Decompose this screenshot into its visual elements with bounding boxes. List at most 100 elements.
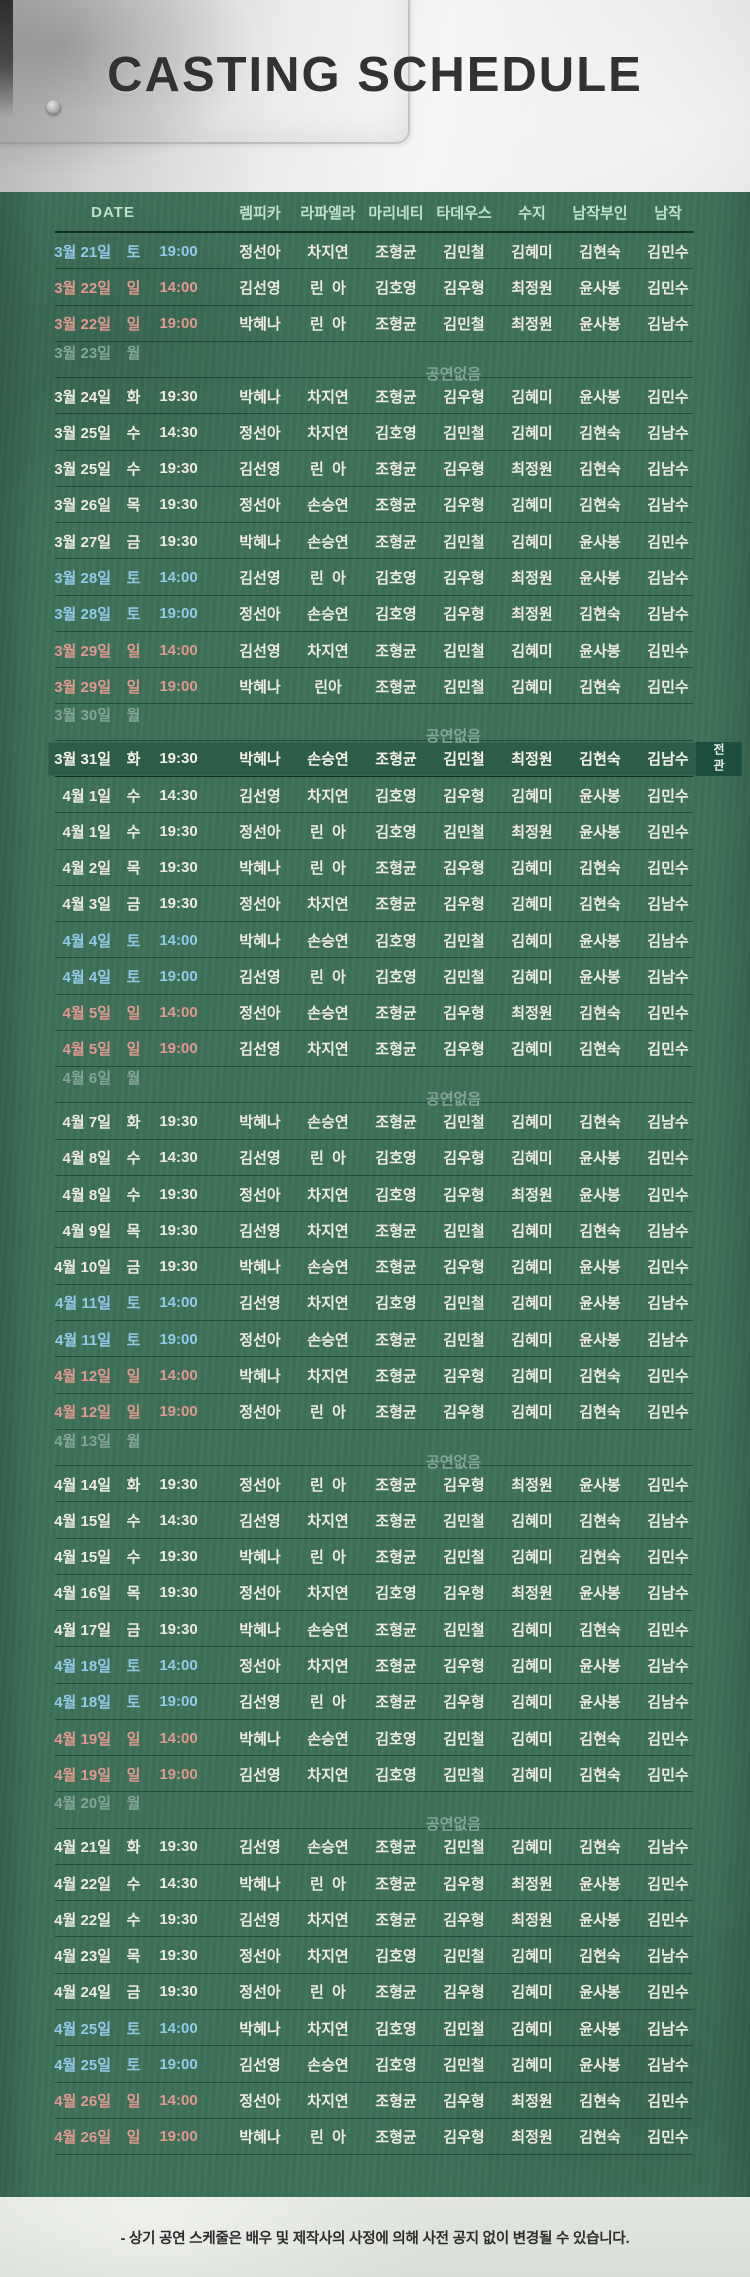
cast-cell: 김민수 xyxy=(647,1186,689,1204)
table-row: 4월 20일 월 공연없음 xyxy=(0,1792,750,1833)
cast-cell: 정선아 xyxy=(239,1948,281,1966)
cast-cell: 차지연 xyxy=(307,787,349,805)
table-row: 4월 8일 수 19:30 정선아 차지연 김호영 김우형 최정원 윤사봉 김민… xyxy=(0,1176,750,1213)
cast-cell: 박혜나 xyxy=(239,533,281,551)
cast-cell: 김남수 xyxy=(647,1331,689,1349)
cast-cell: 정선아 xyxy=(239,1476,281,1494)
cast-cell: 최정원 xyxy=(511,461,553,479)
cast-cell: 최정원 xyxy=(511,1585,553,1603)
table-row: 3월 23일 월 공연없음 xyxy=(0,342,750,383)
cast-cell: 정선아 xyxy=(239,1657,281,1675)
role-column-header: 남작부인 xyxy=(572,205,628,222)
row-day: 월 xyxy=(126,1070,141,1088)
row-day: 금 xyxy=(126,1984,141,2002)
cast-cell: 김민철 xyxy=(443,1295,485,1313)
cast-cell: 김민수 xyxy=(647,787,689,805)
cast-cell: 김민철 xyxy=(443,424,485,442)
cast-cell: 김민수 xyxy=(647,1766,689,1784)
cast-cell: 김혜미 xyxy=(511,968,553,986)
cast-cell: 김현숙 xyxy=(579,751,621,769)
cast-cell: 조형균 xyxy=(375,1041,417,1059)
row-date: 4월 1일 xyxy=(62,787,111,805)
cast-cell: 김현숙 xyxy=(579,860,621,878)
cast-cell: 김혜미 xyxy=(511,1114,553,1131)
row-date: 4월 8일 xyxy=(62,1186,111,1204)
cast-cell: 윤사봉 xyxy=(579,1694,621,1712)
cast-cell: 김선영 xyxy=(239,1512,281,1530)
cast-cell: 김혜미 xyxy=(511,497,553,515)
row-day: 토 xyxy=(126,932,141,950)
row-day: 수 xyxy=(126,1512,141,1530)
cast-cell: 김선영 xyxy=(239,1041,281,1059)
cast-cell: 김혜미 xyxy=(511,533,553,551)
cast-cell: 김민수 xyxy=(647,533,689,551)
row-date: 3월 26일 xyxy=(54,497,111,515)
row-day: 월 xyxy=(126,344,141,362)
cast-cell: 김혜미 xyxy=(511,787,553,805)
row-time: 19:00 xyxy=(159,1403,198,1421)
cast-cell: 최정원 xyxy=(511,1005,553,1023)
page-title: CASTING SCHEDULE xyxy=(107,48,643,102)
no-show-label: 공연없음 xyxy=(425,1816,482,1834)
row-time: 19:00 xyxy=(159,1040,198,1058)
row-time: 19:30 xyxy=(159,1910,198,1928)
cast-cell: 윤사봉 xyxy=(579,1875,621,1893)
cast-cell: 최정원 xyxy=(511,570,553,588)
cast-cell: 김현숙 xyxy=(579,1730,621,1748)
table-row: 3월 28일 토 19:00 정선아 손승연 김호영 김우형 최정원 김현숙 김… xyxy=(0,596,750,633)
table-row: 4월 15일 수 14:30 김선영 차지연 조형균 김민철 김혜미 김현숙 김… xyxy=(0,1502,750,1539)
cast-cell: 윤사봉 xyxy=(579,1259,621,1277)
cast-cell: 조형균 xyxy=(375,1476,417,1494)
row-date: 3월 24일 xyxy=(54,388,111,406)
row-time: 19:30 xyxy=(159,750,198,768)
cast-cell: 김선영 xyxy=(239,461,281,479)
row-day: 수 xyxy=(126,787,141,805)
row-day: 화 xyxy=(126,1839,141,1857)
cast-cell: 박혜나 xyxy=(239,1367,281,1385)
cast-cell: 김민수 xyxy=(647,678,689,696)
cast-cell: 린 아 xyxy=(310,1984,346,2002)
cast-cell: 조형균 xyxy=(375,1259,417,1277)
row-date: 4월 12일 xyxy=(54,1367,111,1385)
cast-cell: 김우형 xyxy=(443,2129,485,2147)
table-row: 3월 28일 토 14:00 김선영 린 아 김호영 김우형 최정원 윤사봉 김… xyxy=(0,559,750,596)
cast-cell: 손승연 xyxy=(307,497,349,515)
row-time: 14:30 xyxy=(159,1511,198,1529)
cast-cell: 김우형 xyxy=(443,497,485,515)
row-time: 19:00 xyxy=(159,605,198,623)
table-row: 4월 17일 금 19:30 박혜나 손승연 조형균 김민철 김혜미 김현숙 김… xyxy=(0,1611,750,1648)
row-date: 3월 29일 xyxy=(54,642,111,660)
cast-cell: 윤사봉 xyxy=(579,968,621,986)
cast-cell: 김민수 xyxy=(647,1621,689,1639)
cast-cell: 김남수 xyxy=(647,2056,689,2074)
cast-cell: 김선영 xyxy=(239,1222,281,1240)
cast-cell: 린 아 xyxy=(310,279,346,297)
cast-cell: 정선아 xyxy=(239,1984,281,2002)
row-day: 목 xyxy=(126,497,141,515)
row-time: 19:00 xyxy=(159,2128,198,2146)
cast-cell: 김혜미 xyxy=(511,896,553,914)
cast-cell: 김현숙 xyxy=(579,1005,621,1023)
cast-cell: 손승연 xyxy=(307,606,349,624)
row-time: 19:30 xyxy=(159,1620,198,1638)
role-column-header: 마리네티 xyxy=(368,205,424,222)
row-time: 19:00 xyxy=(159,677,198,695)
cast-cell: 조형균 xyxy=(375,1331,417,1349)
cast-cell: 김우형 xyxy=(443,896,485,914)
row-day: 토 xyxy=(126,1657,141,1675)
row-date: 4월 8일 xyxy=(62,1150,111,1168)
row-time: 19:30 xyxy=(159,859,198,877)
cast-cell: 최정원 xyxy=(511,1186,553,1204)
cast-cell: 김선영 xyxy=(239,1150,281,1168)
cast-cell: 린 아 xyxy=(310,461,346,479)
cast-cell: 김민수 xyxy=(647,860,689,878)
cast-cell: 조형균 xyxy=(375,1549,417,1567)
cast-cell: 윤사봉 xyxy=(579,823,621,841)
cast-cell: 김현숙 xyxy=(579,1512,621,1530)
cast-cell: 김혜미 xyxy=(511,1331,553,1349)
cast-cell: 김현숙 xyxy=(579,1549,621,1567)
row-day: 수 xyxy=(126,424,141,442)
cast-cell: 김민수 xyxy=(647,1476,689,1494)
row-day: 월 xyxy=(126,1432,141,1450)
cast-cell: 차지연 xyxy=(307,2093,349,2111)
